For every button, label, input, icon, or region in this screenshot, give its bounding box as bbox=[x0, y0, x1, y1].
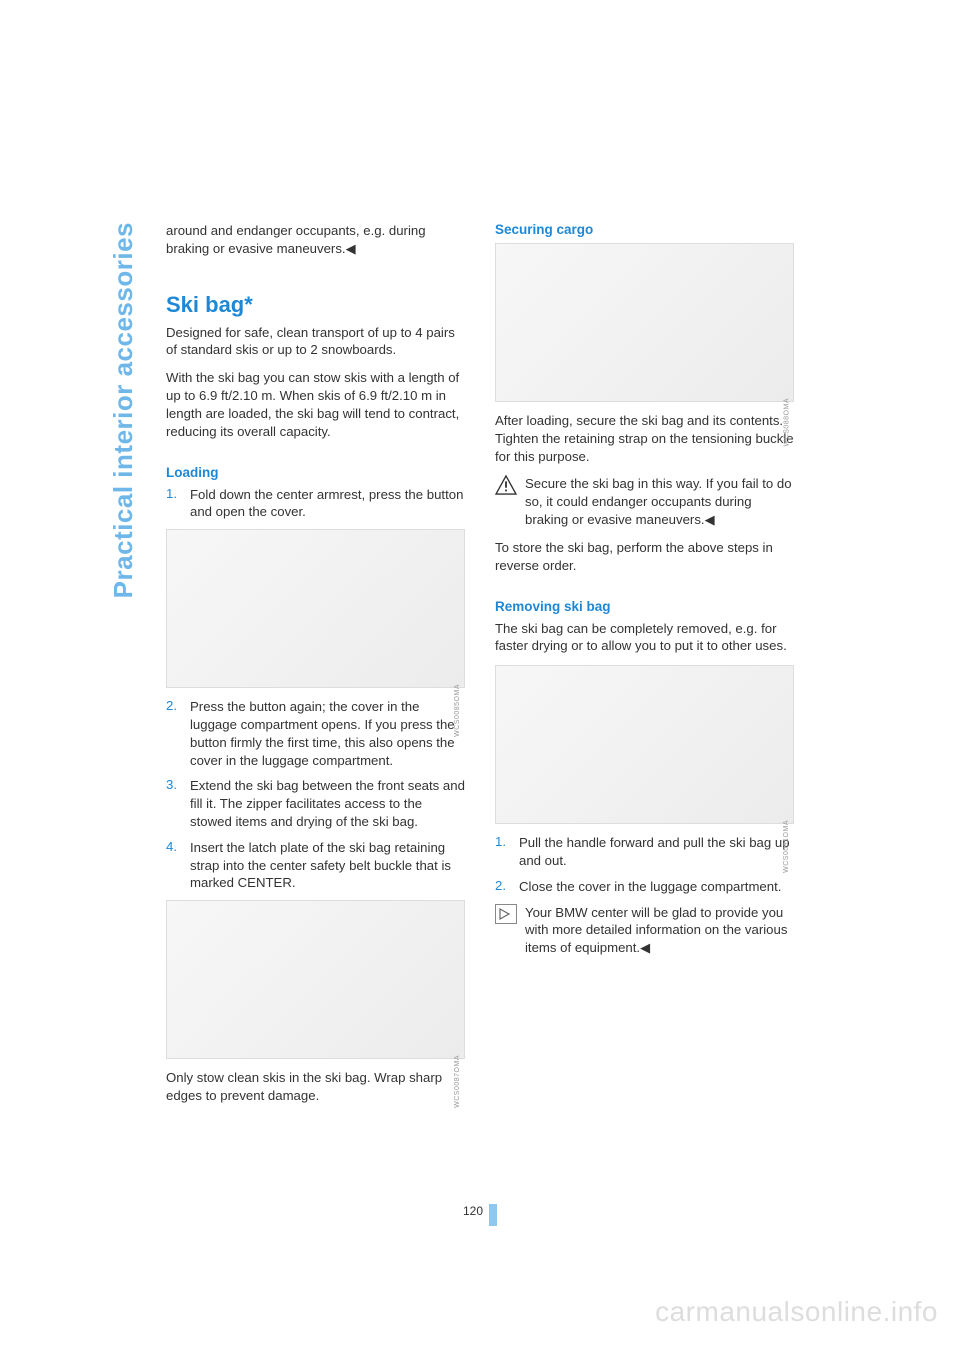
list-item: 2. Close the cover in the luggage compar… bbox=[495, 878, 794, 896]
step-text: Close the cover in the luggage compartme… bbox=[519, 878, 781, 896]
heading-ski-bag: Ski bag* bbox=[166, 292, 465, 318]
ski-bag-desc-1: Designed for safe, clean transport of up… bbox=[166, 324, 465, 360]
figure-code: WCS0087OMA bbox=[454, 1055, 461, 1108]
step-text: Insert the latch plate of the ski bag re… bbox=[190, 839, 465, 892]
figure-securing-cargo: WCS088OMA bbox=[495, 243, 794, 402]
step-number: 2. bbox=[495, 878, 509, 896]
step-text: Fold down the center armrest, press the … bbox=[190, 486, 465, 522]
store-reverse: To store the ski bag, perform the above … bbox=[495, 539, 794, 575]
watermark: carmanualsonline.info bbox=[655, 1296, 938, 1328]
page-number: 120 bbox=[463, 1204, 483, 1218]
figure-code: WCS088OMA bbox=[783, 398, 790, 446]
page-marker bbox=[489, 1204, 497, 1226]
page-number-wrap: 120 bbox=[166, 1204, 794, 1226]
warning-icon bbox=[495, 475, 517, 495]
ski-bag-desc-2: With the ski bag you can stow skis with … bbox=[166, 369, 465, 440]
content-columns: around and endanger occupants, e.g. duri… bbox=[166, 222, 794, 1115]
step-text: Extend the ski bag between the front sea… bbox=[190, 777, 465, 830]
warning-box: Secure the ski bag in this way. If you f… bbox=[495, 475, 794, 528]
note-box: Your BMW center will be glad to provide … bbox=[495, 904, 794, 957]
step-text: Pull the handle forward and pull the ski… bbox=[519, 834, 794, 870]
loading-steps-cont: 2. Press the button again; the cover in … bbox=[166, 698, 465, 900]
note-icon bbox=[495, 904, 517, 924]
warning-text: Secure the ski bag in this way. If you f… bbox=[525, 475, 794, 528]
heading-securing-cargo: Securing cargo bbox=[495, 222, 794, 237]
securing-desc: After loading, secure the ski bag and it… bbox=[495, 412, 794, 465]
figure-ski-bag-strap: WCS0087OMA bbox=[166, 900, 465, 1059]
note-text: Your BMW center will be glad to provide … bbox=[525, 904, 794, 957]
step-number: 1. bbox=[166, 486, 180, 522]
step-text: Press the button again; the cover in the… bbox=[190, 698, 465, 769]
right-column: Securing cargo WCS088OMA After loading, … bbox=[495, 222, 794, 1115]
step-number: 4. bbox=[166, 839, 180, 892]
loading-steps: 1. Fold down the center armrest, press t… bbox=[166, 486, 465, 530]
list-item: 3. Extend the ski bag between the front … bbox=[166, 777, 465, 830]
step-number: 2. bbox=[166, 698, 180, 769]
step-number: 1. bbox=[495, 834, 509, 870]
list-item: 1. Fold down the center armrest, press t… bbox=[166, 486, 465, 522]
section-side-title: Practical interior accessories bbox=[108, 222, 139, 598]
step-number: 3. bbox=[166, 777, 180, 830]
figure-armrest: WCS0085OMA bbox=[166, 529, 465, 688]
figure-code: WCS0091OMA bbox=[783, 820, 790, 873]
list-item: 1. Pull the handle forward and pull the … bbox=[495, 834, 794, 870]
heading-loading: Loading bbox=[166, 465, 465, 480]
clean-skis-note: Only stow clean skis in the ski bag. Wra… bbox=[166, 1069, 465, 1105]
intro-continuation: around and endanger occupants, e.g. duri… bbox=[166, 222, 465, 258]
list-item: 2. Press the button again; the cover in … bbox=[166, 698, 465, 769]
figure-code: WCS0085OMA bbox=[454, 684, 461, 737]
removing-desc: The ski bag can be completely removed, e… bbox=[495, 620, 794, 656]
heading-removing-ski-bag: Removing ski bag bbox=[495, 599, 794, 614]
list-item: 4. Insert the latch plate of the ski bag… bbox=[166, 839, 465, 892]
left-column: around and endanger occupants, e.g. duri… bbox=[166, 222, 465, 1115]
removing-steps: 1. Pull the handle forward and pull the … bbox=[495, 834, 794, 903]
figure-removing-ski-bag: WCS0091OMA bbox=[495, 665, 794, 824]
page: Practical interior accessories around an… bbox=[0, 0, 960, 1358]
